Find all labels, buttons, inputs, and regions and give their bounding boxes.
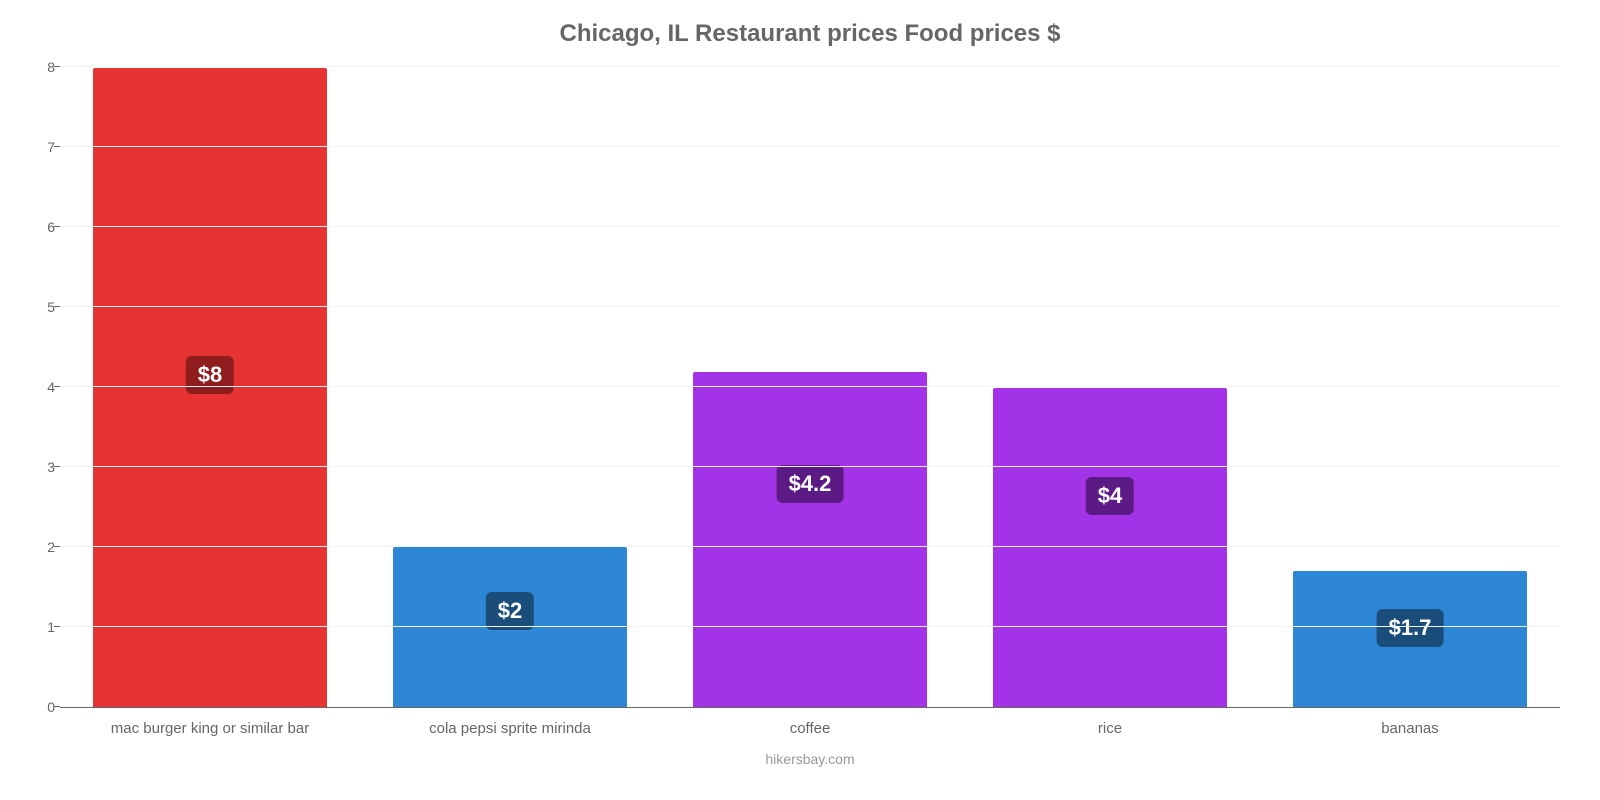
x-axis-label: rice — [960, 720, 1260, 737]
bar: $4 — [993, 388, 1227, 708]
y-tick-label: 2 — [30, 539, 55, 555]
y-tick-mark — [54, 146, 60, 147]
chart-container: Chicago, IL Restaurant prices Food price… — [0, 0, 1600, 800]
value-badge: $8 — [186, 356, 234, 394]
bar-slot: $4.2 — [660, 68, 960, 707]
bar-slot: $2 — [360, 68, 660, 707]
y-tick-mark — [54, 626, 60, 627]
bar: $4.2 — [693, 372, 927, 707]
gridline — [60, 226, 1560, 227]
chart-credit: hikersbay.com — [60, 751, 1560, 767]
bar-slot: $4 — [960, 68, 1260, 707]
y-tick-mark — [54, 546, 60, 547]
bars-row: $8 $2 $4.2 $4 $1.7 — [60, 68, 1560, 707]
y-tick-mark — [54, 466, 60, 467]
y-tick-mark — [54, 386, 60, 387]
y-tick-label: 8 — [30, 59, 55, 75]
x-axis-label: coffee — [660, 720, 960, 737]
y-tick-mark — [54, 306, 60, 307]
y-tick-label: 7 — [30, 139, 55, 155]
value-badge: $1.7 — [1377, 609, 1444, 647]
x-axis-label: mac burger king or similar bar — [60, 720, 360, 737]
plot-area: $8$2$4.2$4$1.7 012345678 — [60, 68, 1560, 708]
gridline — [60, 386, 1560, 387]
value-badge: $4 — [1086, 477, 1134, 515]
bar: $1.7 — [1293, 571, 1527, 707]
value-badge: $2 — [486, 592, 534, 630]
gridline — [60, 626, 1560, 627]
x-axis-labels: mac burger king or similar barcola pepsi… — [60, 720, 1560, 737]
y-tick-label: 0 — [30, 699, 55, 715]
bar-slot: $8 — [60, 68, 360, 707]
chart-title: Chicago, IL Restaurant prices Food price… — [60, 20, 1560, 48]
bar: $8 — [93, 68, 327, 707]
gridline — [60, 146, 1560, 147]
y-tick-label: 1 — [30, 619, 55, 635]
gridline — [60, 546, 1560, 547]
y-tick-label: 6 — [30, 219, 55, 235]
x-axis-label: bananas — [1260, 720, 1560, 737]
y-tick-label: 4 — [30, 379, 55, 395]
bar: $2 — [393, 547, 627, 707]
gridline — [60, 66, 1560, 67]
y-tick-mark — [54, 706, 60, 707]
x-axis-label: cola pepsi sprite mirinda — [360, 720, 660, 737]
gridline — [60, 466, 1560, 467]
value-badge: $4.2 — [777, 465, 844, 503]
gridline — [60, 306, 1560, 307]
y-tick-label: 5 — [30, 299, 55, 315]
y-tick-mark — [54, 66, 60, 67]
bar-slot: $1.7 — [1260, 68, 1560, 707]
y-tick-mark — [54, 226, 60, 227]
y-tick-label: 3 — [30, 459, 55, 475]
